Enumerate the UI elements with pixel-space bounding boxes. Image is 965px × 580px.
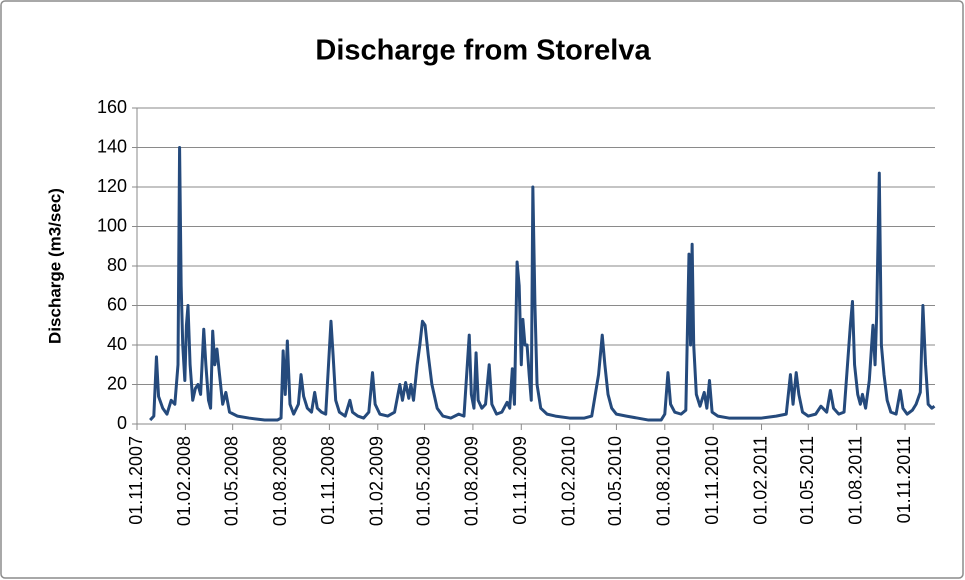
y-tick-label: 40 — [107, 334, 127, 354]
x-tick-label: 01.05.2008 — [221, 436, 241, 526]
y-tick-label: 140 — [97, 136, 127, 156]
x-tick-label: 01.11.2010 — [702, 436, 722, 525]
y-tick-label: 120 — [97, 176, 127, 196]
x-tick-label: 01.05.2010 — [605, 436, 625, 526]
y-tick-label: 160 — [97, 97, 127, 117]
y-tick-label: 20 — [107, 373, 127, 393]
x-tick-label: 01.11.2008 — [318, 436, 338, 525]
x-tick-label: 01.02.2011 — [750, 436, 770, 525]
x-tick-label: 01.02.2008 — [174, 436, 194, 526]
y-axis-label: Discharge (m3/sec) — [45, 188, 64, 344]
x-tick-label: 01.08.2010 — [654, 436, 674, 526]
y-tick-label: 60 — [107, 294, 127, 314]
x-tick-label: 01.05.2011 — [797, 436, 817, 525]
x-tick-label: 01.08.2009 — [462, 436, 482, 526]
y-tick-label: 0 — [117, 413, 127, 433]
x-tick-label: 01.08.2011 — [845, 436, 865, 525]
x-tick-label: 01.05.2009 — [413, 436, 433, 526]
data-line — [149, 146, 936, 422]
chart-title: Discharge from Storelva — [315, 35, 651, 67]
y-tick-label: 100 — [97, 215, 127, 235]
x-tick-label: 01.02.2010 — [558, 436, 578, 526]
y-tick-label: 80 — [107, 255, 127, 275]
x-tick-label: 01.08.2008 — [270, 436, 290, 526]
x-tick-label: 01.11.2009 — [510, 436, 530, 525]
x-tick-label: 01.02.2009 — [367, 436, 387, 526]
x-tick-label: 01.11.2011 — [894, 436, 914, 523]
x-tick-label: 01.11.2007 — [126, 436, 146, 525]
